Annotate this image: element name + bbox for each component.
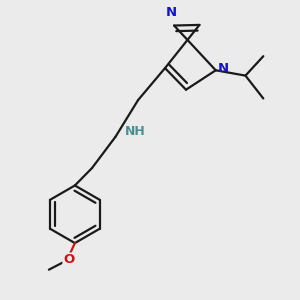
Text: NH: NH (125, 125, 146, 139)
Text: O: O (63, 253, 74, 266)
Text: N: N (218, 62, 230, 75)
Text: N: N (165, 6, 176, 19)
